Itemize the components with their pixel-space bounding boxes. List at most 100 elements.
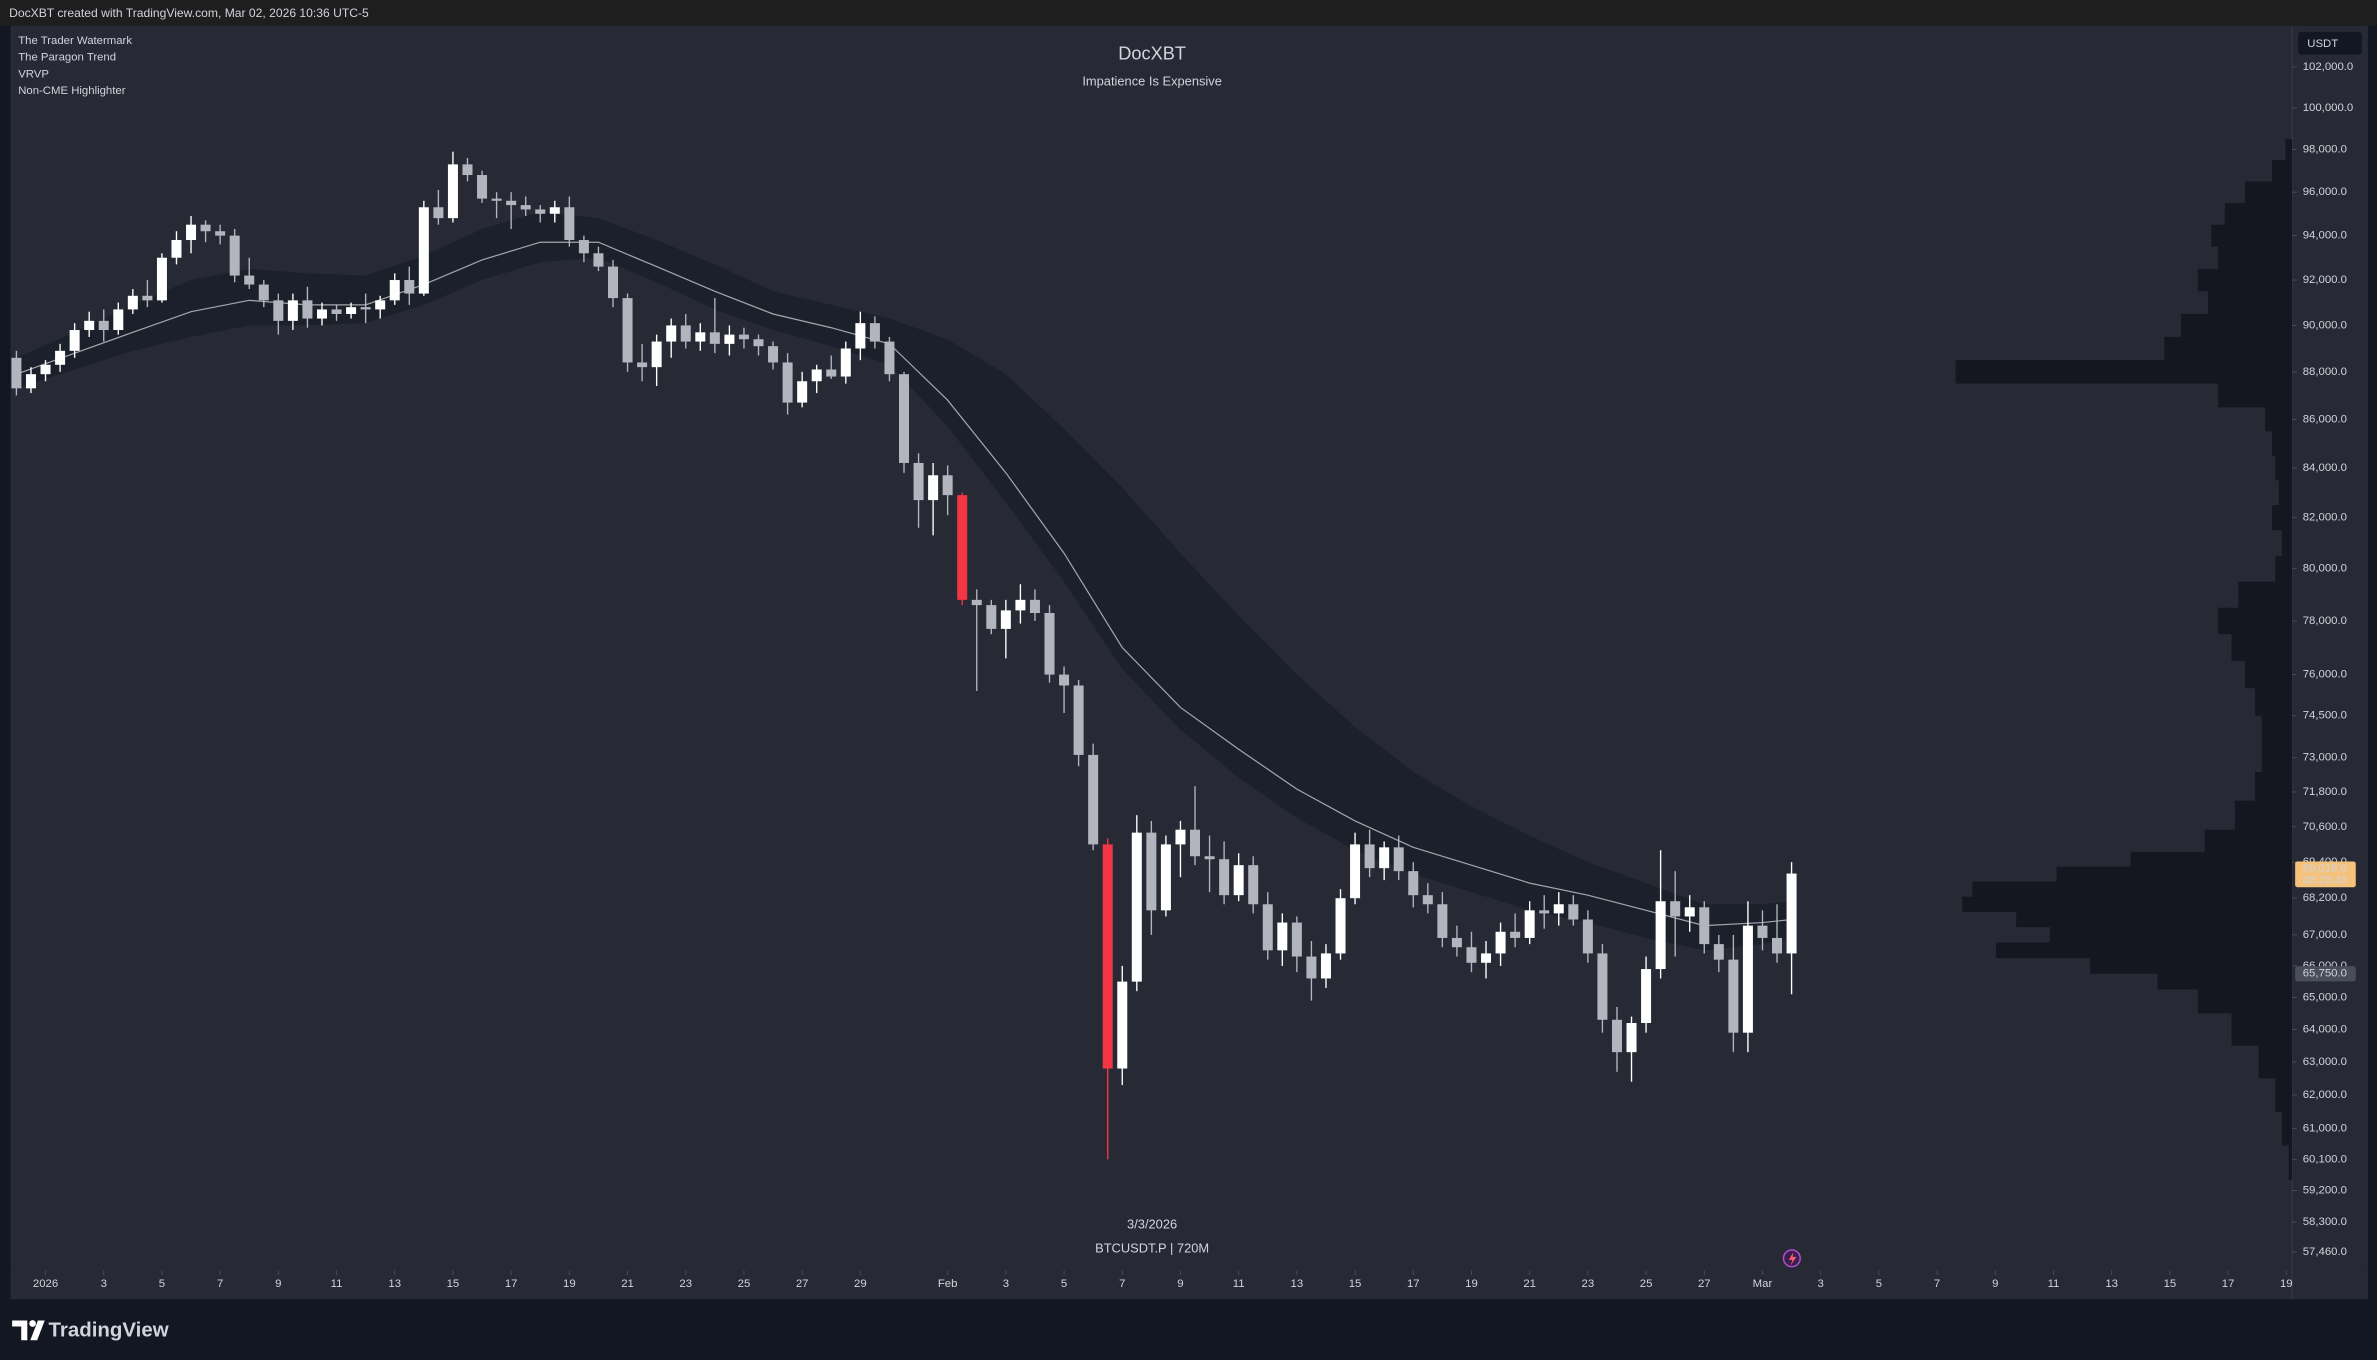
x-tick-label: 21 <box>1523 1278 1536 1290</box>
candle-body <box>1059 674 1070 686</box>
candle-body <box>1291 922 1302 957</box>
candle-body <box>1728 959 1739 1033</box>
x-tick-label: 15 <box>2164 1278 2177 1290</box>
x-tick-label: 15 <box>447 1278 460 1290</box>
y-tick-label: 57,460.0 <box>2303 1246 2347 1258</box>
candle-body <box>695 332 706 342</box>
candle-body <box>1073 685 1084 755</box>
header-bar <box>0 0 2377 26</box>
candle-body <box>273 300 284 321</box>
candle-body <box>316 309 327 319</box>
x-tick-label: 3 <box>1003 1278 1009 1290</box>
x-tick-label: 13 <box>2105 1278 2118 1290</box>
y-axis-area <box>2292 25 2368 1271</box>
candle-body <box>1611 1019 1622 1053</box>
indicator-name[interactable]: VRVP <box>18 68 49 80</box>
candle-body <box>1481 953 1492 963</box>
y-tick-label: 73,000.0 <box>2303 752 2347 764</box>
candle-body <box>1626 1023 1637 1053</box>
candle-body <box>1437 904 1448 938</box>
logo-mark <box>29 1320 36 1327</box>
candle-body <box>1408 871 1419 896</box>
candle-body <box>1000 610 1011 629</box>
x-tick-label: 23 <box>679 1278 692 1290</box>
volume-profile-bar <box>2285 139 2293 161</box>
symbol-label: BTCUSDT.P | 720M <box>1095 1241 1209 1256</box>
y-tick-label: 86,000.0 <box>2303 413 2347 425</box>
currency-label[interactable]: USDT <box>2307 38 2338 50</box>
candle-body <box>302 300 313 319</box>
candle-body <box>738 334 749 340</box>
indicator-name[interactable]: The Trader Watermark <box>18 35 132 47</box>
candle-body <box>1131 832 1142 982</box>
last-price-box <box>2295 861 2356 888</box>
brand-logo: TradingView <box>12 1319 169 1342</box>
candle-body <box>971 599 982 606</box>
date-note: 3/3/2026 <box>1127 1216 1177 1231</box>
y-tick-label: 90,000.0 <box>2303 319 2347 331</box>
candle-body <box>753 339 764 347</box>
candle-body <box>549 207 560 214</box>
volume-profile-bar <box>2282 530 2293 556</box>
volume-profile-bar <box>2275 1078 2293 1112</box>
candle-body <box>1539 910 1550 914</box>
volume-profile-bar <box>2238 581 2293 608</box>
x-tick-label: 9 <box>1177 1278 1183 1290</box>
x-tick-label: 9 <box>275 1278 281 1290</box>
candle-body <box>520 205 531 210</box>
volume-profile-bar <box>2049 927 2293 943</box>
candle-body <box>1422 895 1433 905</box>
candle-body <box>462 164 473 176</box>
candle-body <box>55 350 66 365</box>
candle-body <box>127 295 138 310</box>
x-tick-label: 27 <box>1698 1278 1711 1290</box>
y-tick-label: 80,000.0 <box>2303 563 2347 575</box>
header-text: DocXBT created with TradingView.com, Mar… <box>9 6 369 20</box>
y-tick-label: 66,000.0 <box>2303 960 2347 972</box>
candle-body <box>1146 832 1157 911</box>
candle-body <box>506 200 517 206</box>
x-tick-label: 3 <box>101 1278 107 1290</box>
candle-body <box>942 475 953 496</box>
candle-body <box>1510 931 1521 938</box>
candle-body <box>186 224 197 241</box>
candle-body <box>1088 754 1099 845</box>
candle-body <box>244 275 255 285</box>
x-tick-label: 5 <box>1876 1278 1882 1290</box>
candle-body <box>258 284 269 301</box>
marker-price-label: 65,750.0 <box>2303 968 2347 980</box>
candle-body <box>346 307 357 314</box>
x-axis-area <box>10 1270 2368 1300</box>
y-tick-label: 67,000.0 <box>2303 929 2347 941</box>
chart-subtitle: Impatience Is Expensive <box>1082 73 1222 88</box>
logo-mark <box>12 1320 28 1341</box>
candle-body <box>200 224 211 232</box>
x-tick-label: 17 <box>505 1278 518 1290</box>
candle-body <box>1029 599 1040 614</box>
candle-body <box>1742 925 1753 1033</box>
candle-body <box>331 309 342 314</box>
candle-body <box>69 330 80 351</box>
volume-profile-bar <box>2258 1045 2293 1079</box>
candle-body <box>564 207 575 241</box>
y-tick-label: 65,000.0 <box>2303 991 2347 1003</box>
y-tick-label: 71,800.0 <box>2303 786 2347 798</box>
volume-profile-bar <box>2278 480 2293 506</box>
indicator-name[interactable]: Non-CME Highlighter <box>18 85 126 97</box>
volume-profile-bar <box>2204 829 2293 852</box>
indicator-name[interactable]: The Paragon Trend <box>18 52 116 64</box>
x-tick-label: 13 <box>1291 1278 1304 1290</box>
candle-body <box>11 357 22 389</box>
candle-body <box>287 300 298 321</box>
volume-profile-bar <box>1972 881 2293 897</box>
currency-box[interactable] <box>2298 31 2362 55</box>
y-tick-label: 94,000.0 <box>2303 230 2347 242</box>
candle-body <box>1655 901 1666 970</box>
candle-body <box>375 300 386 310</box>
candle-body <box>651 341 662 368</box>
candle-body <box>869 323 880 342</box>
candle-body <box>1524 910 1535 938</box>
volume-profile-bar <box>2056 866 2293 882</box>
